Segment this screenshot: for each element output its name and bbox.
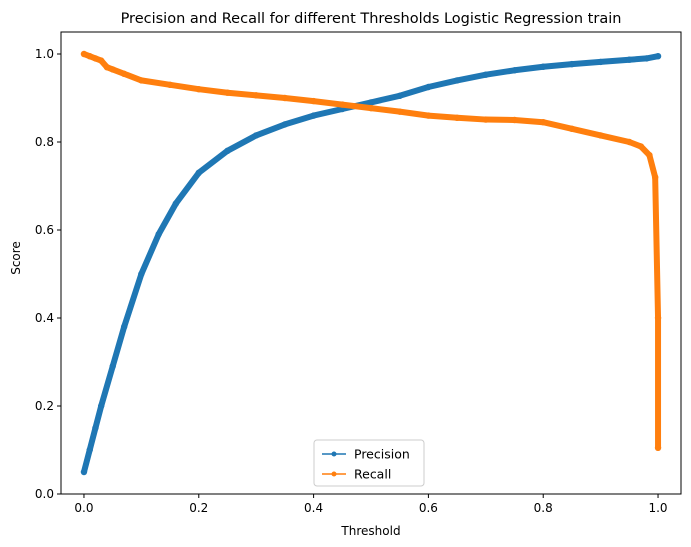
data-point-recall [103,63,111,71]
data-point-recall [252,92,260,99]
data-point-precision [109,363,116,370]
x-axis: 0.0 0.2 0.4 0.6 0.8 1.0 [74,494,668,515]
data-point-precision [310,112,317,119]
series-line-recall [80,51,662,451]
x-tick-label: 0.0 [74,501,93,515]
legend: Precision Recall [313,439,425,487]
series-layer [80,50,662,476]
y-tick-label: 0.4 [35,311,54,325]
y-axis-label: Score [9,241,23,275]
legend-label-precision: Precision [354,447,410,462]
data-point-recall [453,114,461,122]
data-point-precision [568,60,576,68]
data-point-recall [651,174,659,181]
data-point-precision [86,446,93,454]
x-axis-label: Threshold [340,524,400,538]
data-point-recall [654,444,662,451]
x-tick-label: 1.0 [648,501,667,515]
data-point-recall [224,89,231,96]
data-point-recall [339,101,346,108]
y-tick-label: 0.2 [35,399,54,413]
data-point-precision [654,53,662,60]
data-point-precision [540,63,547,70]
data-point-precision [138,270,145,278]
data-point-recall [120,70,128,78]
data-point-precision [252,132,260,139]
data-point-recall [511,116,518,124]
y-tick-label: 1.0 [35,47,54,61]
data-point-precision [172,200,180,207]
data-point-precision [195,169,202,176]
data-point-recall [637,143,645,150]
data-point-precision [281,121,289,128]
x-tick-label: 0.2 [189,501,208,515]
y-tick-label: 0.6 [35,223,54,237]
plot-frame [60,31,682,495]
data-point-recall [281,94,289,102]
data-point-precision [626,56,633,63]
data-point-recall [80,50,88,58]
data-point-recall [482,116,490,123]
data-point-precision [511,67,518,74]
data-point-recall [166,81,174,89]
data-point-recall [540,119,547,126]
data-point-recall [195,86,202,93]
data-point-recall [92,55,99,62]
data-point-precision [482,71,490,78]
data-point-recall [97,57,105,64]
data-point-recall [109,66,116,73]
data-point-precision [97,402,105,410]
data-point-precision [367,99,375,106]
data-point-precision [597,58,604,66]
legend-marker-recall [331,471,337,477]
data-point-precision [396,92,403,100]
x-tick-label: 0.4 [304,501,323,515]
data-point-precision [92,424,99,432]
data-point-recall [654,314,662,322]
data-point-precision [155,231,162,238]
data-point-recall [367,104,375,112]
data-point-recall [425,112,432,119]
legend-label-recall: Recall [354,467,391,482]
chart-title: Precision and Recall for different Thres… [121,11,622,27]
legend-marker-precision [331,451,337,457]
data-point-recall [646,152,653,159]
series-line-precision [80,53,662,475]
data-point-precision [425,83,432,91]
data-point-recall [568,125,576,132]
data-point-recall [310,97,317,105]
data-point-precision [120,323,128,330]
data-point-precision [80,468,88,476]
data-point-recall [86,53,93,60]
data-point-precision [643,55,650,62]
x-tick-label: 0.6 [419,501,438,515]
y-tick-label: 0.8 [35,135,54,149]
data-point-recall [138,77,145,84]
y-axis: 0.0 0.2 0.4 0.6 0.8 1.0 [35,47,61,501]
data-point-recall [396,108,403,115]
data-point-recall [597,132,604,139]
data-point-precision [224,147,231,154]
data-point-recall [626,138,633,146]
data-point-precision [453,77,461,84]
y-tick-label: 0.0 [35,487,54,501]
x-tick-label: 0.8 [534,501,553,515]
